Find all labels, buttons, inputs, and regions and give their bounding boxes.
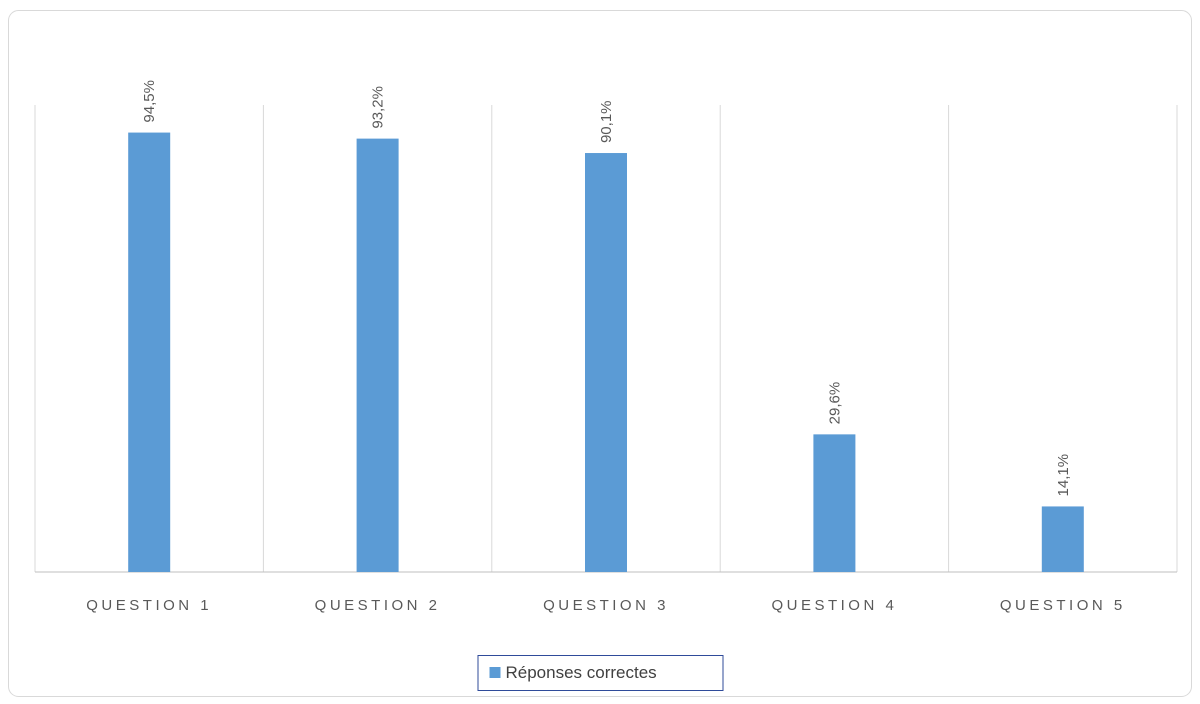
data-label: 94,5% xyxy=(141,80,158,123)
x-tick-label: QUESTION 1 xyxy=(86,597,212,614)
bar xyxy=(813,434,856,572)
x-tick-label: QUESTION 3 xyxy=(543,597,669,614)
data-label: 93,2% xyxy=(370,86,387,129)
x-tick-label: QUESTION 5 xyxy=(1000,597,1126,614)
legend-swatch xyxy=(489,667,501,678)
legend-label: Réponses correctes xyxy=(506,663,657,682)
bar xyxy=(128,132,171,572)
x-tick-label: QUESTION 4 xyxy=(771,597,897,614)
bar xyxy=(1041,506,1084,572)
data-label: 14,1% xyxy=(1055,454,1072,497)
x-tick-label: QUESTION 2 xyxy=(315,597,441,614)
data-label: 90,1% xyxy=(598,100,615,143)
legend-box xyxy=(477,655,724,691)
data-label: 29,6% xyxy=(826,382,843,425)
bar xyxy=(585,153,627,572)
bar xyxy=(356,138,399,572)
